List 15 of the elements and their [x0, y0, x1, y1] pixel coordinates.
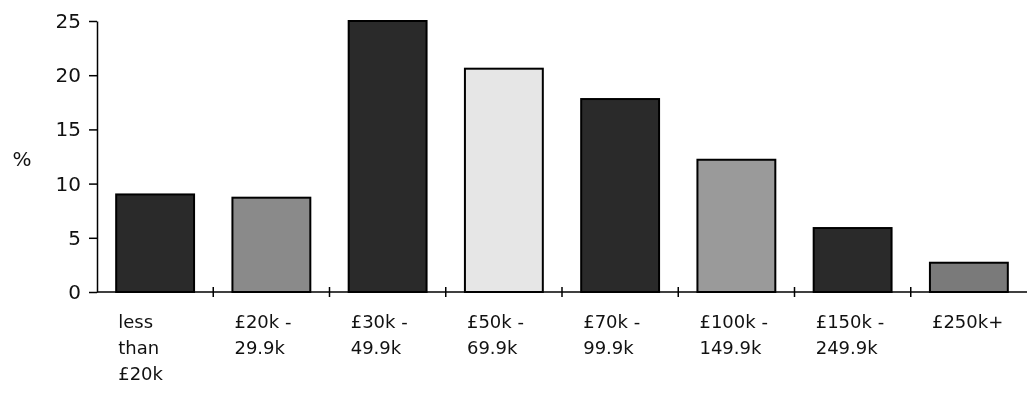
- x-tick-label: £250k+: [931, 311, 1004, 332]
- y-tick-label: 5: [68, 225, 81, 250]
- y-tick-label: 15: [55, 117, 81, 142]
- x-tick-label: £70k - 99.9k: [583, 311, 641, 358]
- y-axis-title: %: [12, 147, 32, 171]
- x-tick-label: £100k - 149.9k: [699, 311, 768, 358]
- x-tick-label: £30k - 49.9k: [350, 311, 408, 358]
- x-tick-label: less than £20k: [118, 311, 164, 384]
- y-tick-label: 0: [68, 279, 81, 304]
- x-tick-label: £50k - 69.9k: [466, 311, 524, 358]
- y-tick-label: 20: [55, 63, 81, 88]
- x-tick-label: £150k - 249.9k: [815, 311, 885, 358]
- y-tick-label: 10: [55, 171, 81, 196]
- x-tick-label: £20k - 29.9k: [234, 311, 292, 358]
- y-tick-label: 25: [55, 8, 81, 33]
